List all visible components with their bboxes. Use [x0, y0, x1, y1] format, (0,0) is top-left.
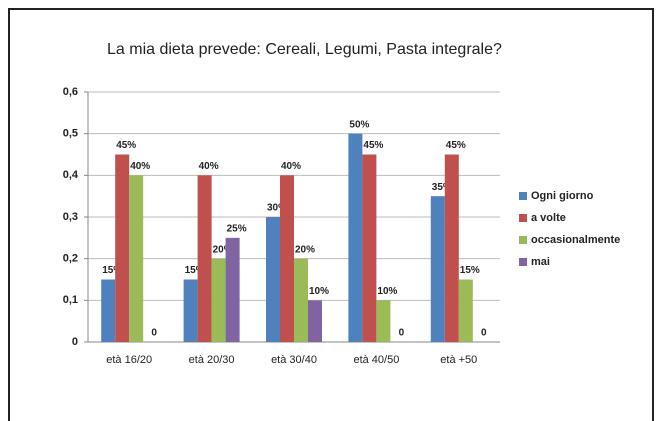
legend-swatch: [519, 236, 527, 244]
y-tick-label: 0: [72, 336, 78, 348]
bar: [444, 154, 459, 342]
bar: [376, 300, 391, 342]
y-tick-label: 0,6: [63, 86, 78, 98]
value-label: 15%: [102, 265, 122, 276]
bar: [280, 175, 294, 342]
frame: [8, 8, 654, 421]
value-label: 0: [399, 328, 405, 339]
x-tick-label: età +50: [440, 354, 477, 366]
legend-swatch: [519, 192, 527, 200]
legend-label: occasionalmente: [531, 234, 620, 246]
bar: [101, 279, 116, 342]
bar: [294, 258, 308, 342]
value-label: 35%: [432, 182, 452, 193]
value-label: 10%: [309, 286, 329, 297]
bar: [308, 300, 322, 342]
value-label: 15%: [185, 265, 205, 276]
y-tick-label: 0,5: [63, 128, 78, 140]
value-label: 0: [151, 328, 157, 339]
bar: [458, 279, 473, 342]
bar: [362, 154, 377, 342]
value-label: 40%: [199, 161, 219, 172]
value-label: 45%: [363, 140, 383, 151]
bar: [225, 237, 240, 342]
value-label: 30%: [267, 203, 287, 214]
bar: [115, 154, 130, 342]
legend-swatch: [519, 258, 527, 266]
value-label: 40%: [281, 161, 301, 172]
value-label: 0: [481, 328, 487, 339]
value-label: 20%: [213, 244, 233, 255]
value-label: 45%: [116, 140, 136, 151]
bar: [211, 258, 226, 342]
value-label: 25%: [227, 223, 247, 234]
x-tick-label: età 30/40: [271, 354, 317, 366]
bar: [129, 175, 144, 342]
legend-label: mai: [531, 256, 550, 268]
bar: [266, 217, 280, 342]
value-label: 50%: [349, 119, 369, 130]
bar: [430, 196, 445, 342]
y-tick-label: 0,4: [63, 169, 79, 181]
bar: [348, 133, 363, 342]
value-label: 20%: [295, 244, 315, 255]
legend-label: Ogni giorno: [531, 190, 594, 202]
bar: [197, 175, 212, 342]
x-tick-label: età 16/20: [106, 354, 152, 366]
y-tick-label: 0,1: [63, 294, 78, 306]
value-label: 40%: [130, 161, 150, 172]
chart-title: La mia dieta prevede: Cereali, Legumi, P…: [107, 41, 502, 58]
value-label: 45%: [446, 140, 466, 151]
bar: [183, 279, 198, 342]
y-tick-label: 0,2: [63, 253, 78, 265]
legend-swatch: [519, 214, 527, 222]
y-tick-label: 0,3: [63, 211, 78, 223]
legend-label: a volte: [531, 212, 566, 224]
x-tick-label: età 20/30: [189, 354, 235, 366]
x-tick-label: età 40/50: [353, 354, 399, 366]
value-label: 15%: [460, 265, 480, 276]
value-label: 10%: [377, 286, 397, 297]
